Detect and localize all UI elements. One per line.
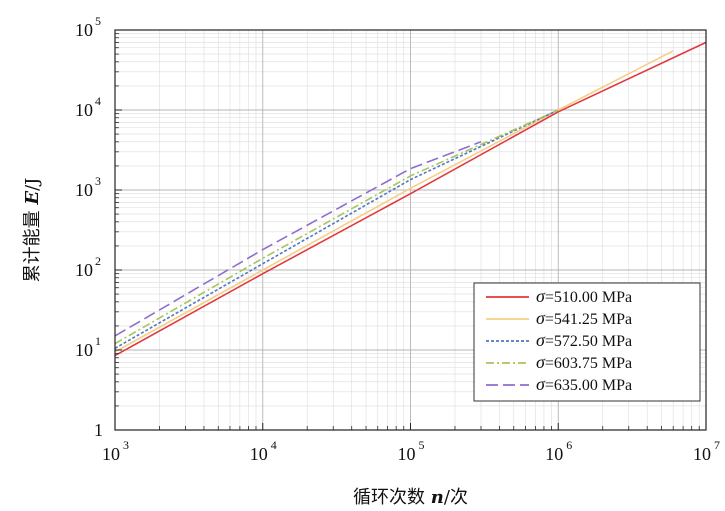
x-tick-label-exponent: 4 — [271, 438, 277, 452]
series-line — [114, 50, 674, 353]
legend-label-symbol: σ — [536, 352, 546, 372]
series-line — [114, 41, 707, 357]
axis-ticks — [114, 29, 707, 431]
y-axis-title-suffix: /J — [22, 178, 43, 191]
legend-label: σ=635.00 MPa — [536, 374, 632, 394]
x-axis-title-symbol: n — [431, 487, 444, 508]
major-gridlines — [115, 30, 706, 430]
x-tick-label: 10 — [102, 444, 120, 464]
x-tick-label: 10 — [693, 444, 711, 464]
legend-label-symbol: σ — [536, 308, 546, 328]
x-tick-label: 10 — [545, 444, 563, 464]
y-tick-label: 10 — [75, 260, 93, 280]
series-lines — [114, 41, 707, 357]
legend-box — [473, 282, 701, 402]
legend-label-text: =603.75 MPa — [545, 355, 632, 372]
legend-label-text: =635.00 MPa — [545, 377, 632, 394]
x-axis-title: 循环次数 n/次 — [353, 487, 468, 508]
y-tick-label-exponent: 2 — [95, 254, 101, 268]
legend-label: σ=541.25 MPa — [536, 308, 632, 328]
y-axis-title-symbol: E — [22, 191, 43, 206]
x-axis-title-suffix: /次 — [444, 487, 468, 508]
legend-label: σ=510.00 MPa — [536, 286, 632, 306]
x-tick-label: 10 — [250, 444, 268, 464]
series-line — [114, 109, 559, 345]
x-tick-label-exponent: 3 — [123, 438, 129, 452]
y-tick-label: 10 — [75, 180, 93, 200]
legend-label-symbol: σ — [536, 330, 546, 350]
x-tick-label-exponent: 5 — [419, 438, 425, 452]
x-tick-label-exponent: 7 — [714, 438, 720, 452]
series-line — [114, 109, 559, 349]
y-axis-title: 累计能量 E/J — [22, 178, 43, 283]
y-tick-label-exponent: 5 — [95, 14, 101, 28]
y-tick-label-exponent: 4 — [95, 94, 101, 108]
legend-label-text: =510.00 MPa — [545, 289, 632, 306]
y-tick-label: 10 — [75, 100, 93, 120]
y-tick-label: 10 — [75, 340, 93, 360]
x-axis-title-prefix: 循环次数 — [353, 487, 431, 508]
y-tick-label: 10 — [75, 20, 93, 40]
y-tick-label-exponent: 1 — [95, 334, 101, 348]
x-tick-label: 10 — [398, 444, 416, 464]
legend-label-text: =541.25 MPa — [545, 311, 632, 328]
legend-label-symbol: σ — [536, 374, 546, 394]
y-axis-title-prefix: 累计能量 — [22, 205, 43, 283]
series-line — [114, 141, 482, 337]
legend-label-symbol: σ — [536, 286, 546, 306]
y-tick-label-exponent: 3 — [95, 174, 101, 188]
legend-label-text: =572.50 MPa — [545, 333, 632, 350]
legend-label: σ=572.50 MPa — [536, 330, 632, 350]
x-tick-label-exponent: 6 — [566, 438, 572, 452]
legend-label: σ=603.75 MPa — [536, 352, 632, 372]
y-tick-label: 1 — [94, 420, 103, 440]
